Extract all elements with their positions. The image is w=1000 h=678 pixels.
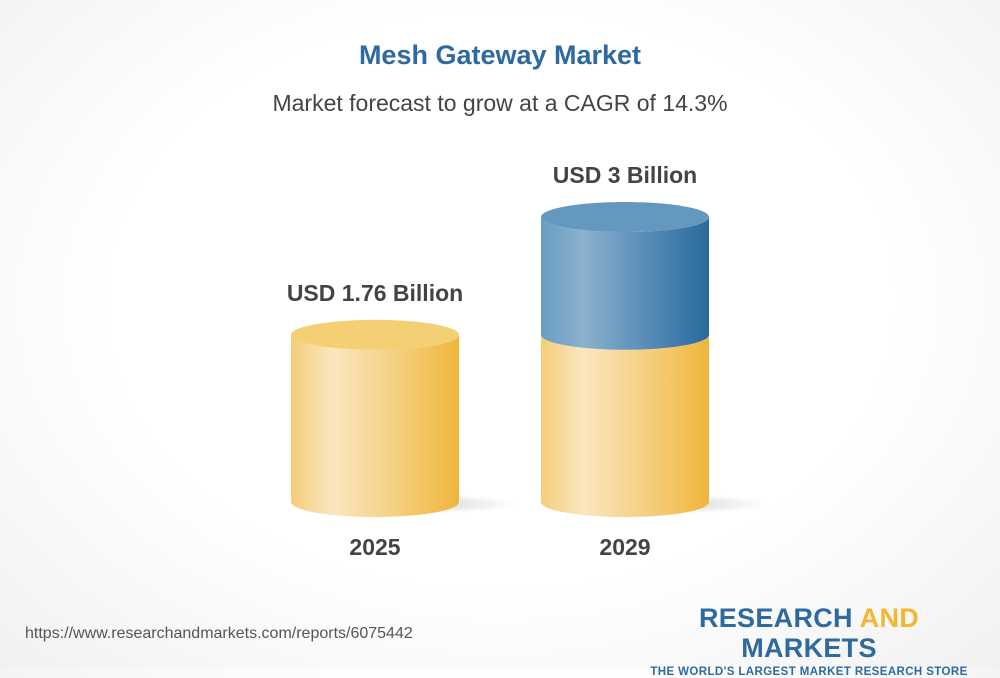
bar-growth-segment [541, 217, 709, 350]
logo-text-markets: MARKETS [741, 633, 877, 663]
bar-top-cap [291, 319, 459, 350]
logo-tagline: THE WORLD'S LARGEST MARKET RESEARCH STOR… [650, 666, 968, 678]
data-label: USD 3 Billion [553, 162, 697, 188]
chart-title: Mesh Gateway Market [358, 40, 642, 70]
research-and-markets-logo: RESEARCH AND MARKETS THE WORLD'S LARGEST… [640, 603, 978, 678]
chart-subtitle: Market forecast to grow at a CAGR of 14.… [272, 90, 728, 116]
data-label: USD 1.76 Billion [287, 280, 463, 306]
bar-base-segment [291, 334, 459, 517]
bar-base-segment [541, 334, 709, 517]
category-label: 2029 [599, 534, 650, 560]
bar-top-cap [541, 202, 709, 232]
report-url[interactable]: https://www.researchandmarkets.com/repor… [25, 625, 413, 642]
logo-text-research: RESEARCH [698, 603, 860, 633]
category-label: 2025 [349, 534, 400, 560]
logo-text-and: AND [859, 603, 920, 633]
